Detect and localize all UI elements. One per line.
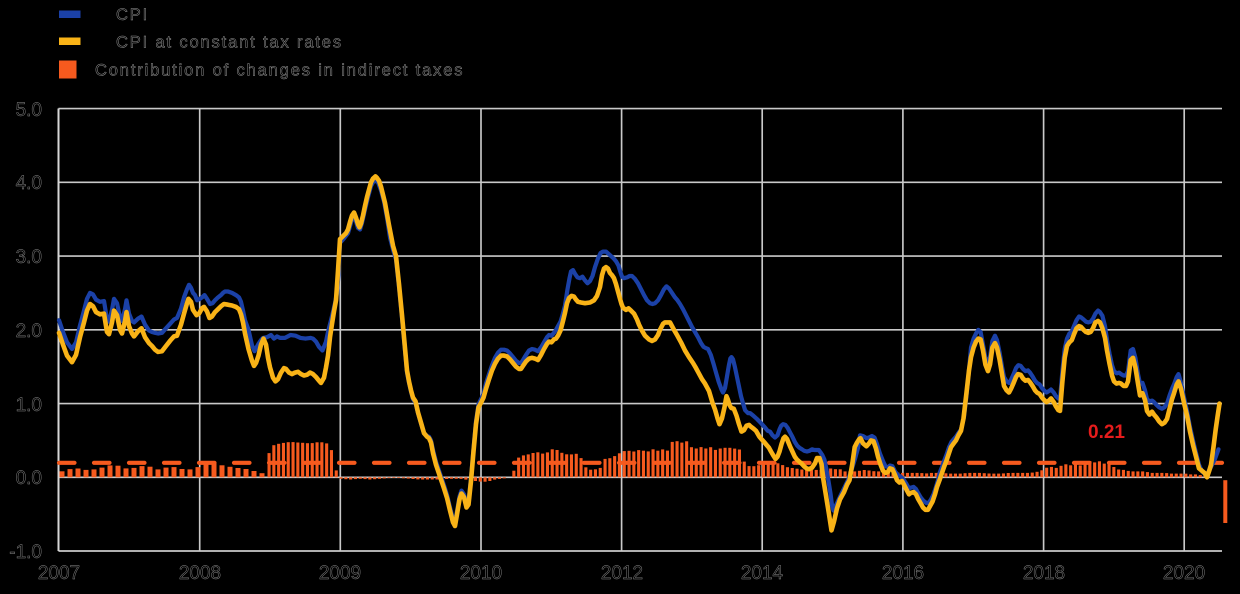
svg-text:3.0: 3.0 <box>16 247 42 268</box>
svg-text:2016: 2016 <box>882 563 924 584</box>
svg-text:2020: 2020 <box>1163 563 1205 584</box>
svg-text:1.0: 1.0 <box>16 395 42 416</box>
svg-text:CPI: CPI <box>116 6 149 24</box>
svg-text:CPI at constant tax rates: CPI at constant tax rates <box>116 34 343 52</box>
svg-text:2009: 2009 <box>319 563 361 584</box>
svg-text:2018: 2018 <box>1023 563 1065 584</box>
svg-text:-1.0: -1.0 <box>9 542 42 563</box>
svg-text:4.0: 4.0 <box>16 173 42 194</box>
svg-text:2.0: 2.0 <box>16 321 42 342</box>
svg-text:2008: 2008 <box>179 563 221 584</box>
svg-text:2014: 2014 <box>741 563 784 584</box>
svg-text:2012: 2012 <box>601 563 643 584</box>
svg-text:Contribution of changes in ind: Contribution of changes in indirect taxe… <box>95 62 464 80</box>
svg-text:5.0: 5.0 <box>16 100 42 121</box>
svg-text:0.0: 0.0 <box>16 468 42 489</box>
svg-text:2010: 2010 <box>460 563 502 584</box>
svg-text:0.21: 0.21 <box>1088 422 1125 443</box>
svg-text:2007: 2007 <box>38 563 80 584</box>
